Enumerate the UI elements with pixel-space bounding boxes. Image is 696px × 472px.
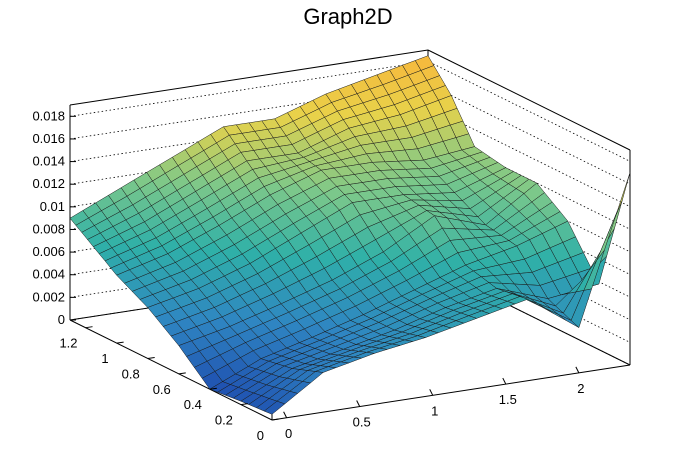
z-grid-line-9 (69, 60, 631, 162)
y-tick-mark (116, 341, 124, 344)
z-tick-label: 0.016 (32, 131, 65, 146)
y-tick-mark (178, 372, 186, 375)
x-tick-label: 0 (285, 426, 292, 441)
surface-mesh (69, 55, 631, 415)
z-tick-label: 0 (58, 312, 65, 327)
y-tick-mark (271, 418, 280, 421)
z-tick-label: 0.014 (32, 154, 65, 169)
y-tick-label: 0 (257, 428, 264, 443)
y-tick-label: 1 (101, 351, 108, 366)
y-tick-mark (240, 403, 248, 406)
x-tick-mark (283, 411, 288, 418)
x-tick-mark (429, 389, 434, 396)
floor-edge-y (69, 319, 273, 421)
y-tick-mark (209, 387, 217, 390)
z-tick-label: 0.004 (32, 267, 65, 282)
floor-edge-x (271, 364, 631, 421)
y-tick-label: 0.6 (153, 382, 171, 397)
z-tick-label: 0.018 (32, 108, 65, 123)
z-tick-label: 0.012 (32, 176, 65, 191)
z-tick-label: 0.008 (32, 221, 65, 236)
x-tick-label: 1.5 (499, 392, 517, 407)
axis-tick-labels: 0 0.002 0.004 0.006 0.008 0.01 0.012 0.014 0.016… (32, 108, 584, 443)
y-tick-label: 0.8 (122, 366, 140, 381)
top-edge-back (69, 49, 429, 106)
chart-title: Graph2D (303, 4, 392, 29)
y-tick-mark (147, 356, 155, 359)
z-grid-line-7 (69, 106, 631, 207)
x-tick-label: 1 (431, 403, 438, 418)
y-tick-label: 1.2 (59, 336, 77, 351)
x-tick-mark (575, 366, 580, 374)
z-tick-label: 0.002 (32, 289, 65, 304)
x-tick-label: 2 (577, 381, 584, 396)
x-tick-mark (356, 400, 361, 407)
z-tick-label: 0.01 (40, 199, 65, 214)
y-tick-mark (85, 326, 93, 329)
y-tick-label: 0.2 (215, 413, 233, 428)
x-tick-label: 0.5 (353, 415, 371, 430)
x-tick-mark (502, 377, 507, 385)
top-edge-right (427, 49, 631, 151)
z-grid-line-8 (69, 83, 631, 185)
surface-cell (263, 400, 286, 415)
z-tick-label: 0.006 (32, 244, 65, 259)
y-tick-label: 0.4 (184, 397, 202, 412)
